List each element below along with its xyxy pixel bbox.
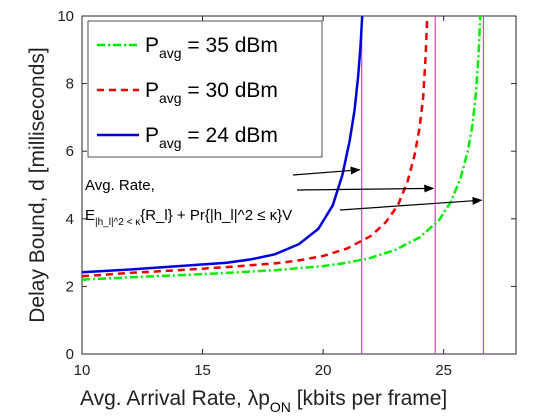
x-tick-label: 20 <box>315 362 332 379</box>
x-axis-label-units: [kbits per frame] <box>291 387 447 410</box>
series-layer <box>81 15 482 281</box>
series-line-2 <box>81 15 364 274</box>
y-tick-label: 2 <box>66 278 74 295</box>
legend: Pavg = 35 dBm Pavg = 30 dBm Pavg = 24 dB… <box>87 20 323 158</box>
x-axis-label-main: Avg. Arrival Rate, <box>80 387 248 410</box>
x-tick-label: 10 <box>74 362 91 379</box>
y-tick-label: 6 <box>66 143 74 160</box>
annotation-arrow <box>339 196 483 211</box>
series-line-1 <box>81 15 429 278</box>
annotation-line1: Avg. Rate, <box>85 177 155 194</box>
x-tick-label: 15 <box>194 362 211 379</box>
axis-ticks: 10 15 20 25 0 2 4 6 8 10 <box>57 8 516 379</box>
y-tick-label: 10 <box>57 8 74 25</box>
annotation-arrows <box>292 166 483 211</box>
y-tick-label: 8 <box>66 76 74 93</box>
y-tick-label: 0 <box>66 346 74 363</box>
legend-label-30dbm: Pavg = 30 dBm <box>145 79 278 106</box>
y-tick-label: 4 <box>66 211 74 228</box>
annotation-arrow <box>296 184 435 193</box>
vertical-reference-lines <box>361 16 485 354</box>
legend-label-35dbm: Pavg = 35 dBm <box>145 34 278 61</box>
legend-label-24dbm: Pavg = 24 dBm <box>145 124 278 151</box>
x-axis-label: Avg. Arrival Rate, λpON [kbits per frame… <box>80 387 447 415</box>
annotation: Avg. Rate, E|h_l|^2 < κ{R_l} + Pr{|h_l|^… <box>85 177 292 228</box>
annotation-arrow <box>292 166 361 176</box>
x-tick-label: 25 <box>435 362 452 379</box>
x-axis-label-lambda: λp <box>248 387 270 410</box>
y-axis-label: Delay Bound, d [milliseconds] <box>26 47 49 322</box>
x-axis-label-sub: ON <box>270 399 291 415</box>
annotation-line2: E|h_l|^2 < κ{R_l} + Pr{|h_l|^2 ≤ κ}V <box>85 207 292 228</box>
